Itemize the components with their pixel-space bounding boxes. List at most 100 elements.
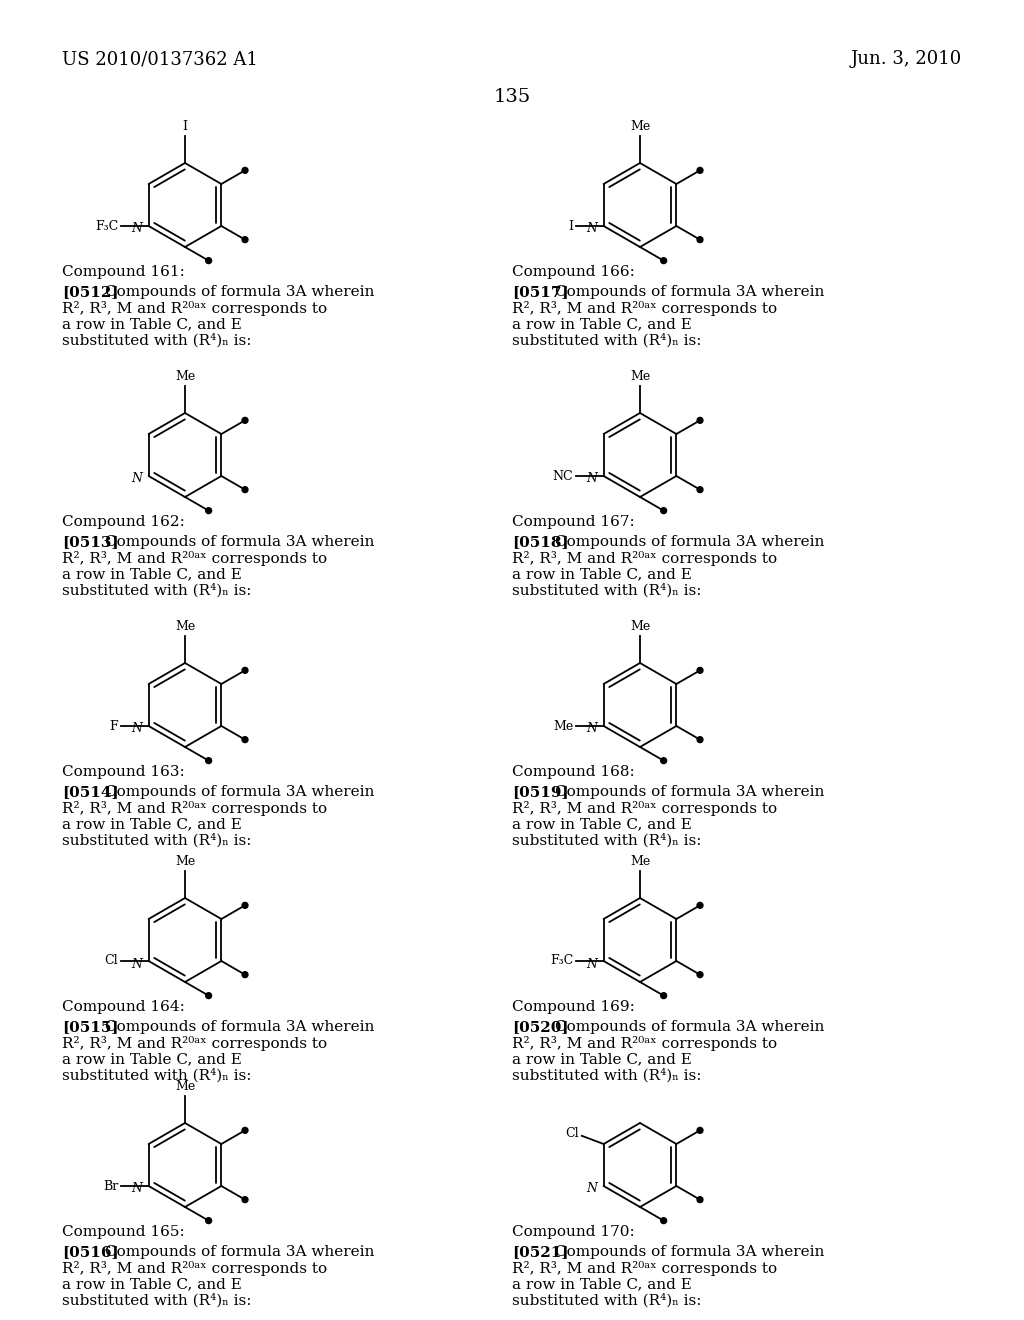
Text: Compound 162:: Compound 162:	[62, 515, 185, 529]
Text: Me: Me	[630, 855, 650, 867]
Text: a row in Table C, and E: a row in Table C, and E	[62, 817, 242, 832]
Text: a row in Table C, and E: a row in Table C, and E	[512, 317, 692, 331]
Circle shape	[242, 1127, 248, 1134]
Text: Jun. 3, 2010: Jun. 3, 2010	[851, 50, 962, 69]
Text: N: N	[132, 1183, 142, 1196]
Text: a row in Table C, and E: a row in Table C, and E	[512, 817, 692, 832]
Text: substituted with (R⁴)ₙ is:: substituted with (R⁴)ₙ is:	[512, 833, 701, 847]
Circle shape	[697, 1127, 702, 1134]
Circle shape	[697, 168, 702, 173]
Text: Compound 166:: Compound 166:	[512, 265, 635, 279]
Text: Compounds of formula 3A wherein: Compounds of formula 3A wherein	[555, 1245, 824, 1259]
Text: N: N	[587, 1183, 598, 1196]
Text: Compounds of formula 3A wherein: Compounds of formula 3A wherein	[104, 1020, 374, 1034]
Circle shape	[242, 972, 248, 978]
Text: N: N	[132, 722, 142, 735]
Circle shape	[242, 903, 248, 908]
Text: Compound 167:: Compound 167:	[512, 515, 635, 529]
Text: R², R³, M and R²⁰ᵃˣ corresponds to: R², R³, M and R²⁰ᵃˣ corresponds to	[512, 550, 777, 566]
Text: a row in Table C, and E: a row in Table C, and E	[62, 317, 242, 331]
Text: Compounds of formula 3A wherein: Compounds of formula 3A wherein	[104, 535, 374, 549]
Text: NC: NC	[553, 470, 573, 483]
Circle shape	[206, 508, 212, 513]
Text: F₃C: F₃C	[95, 219, 119, 232]
Circle shape	[242, 236, 248, 243]
Text: R², R³, M and R²⁰ᵃˣ corresponds to: R², R³, M and R²⁰ᵃˣ corresponds to	[62, 801, 327, 816]
Text: substituted with (R⁴)ₙ is:: substituted with (R⁴)ₙ is:	[512, 583, 701, 598]
Text: Me: Me	[175, 855, 196, 867]
Text: F: F	[110, 719, 119, 733]
Text: [0520]: [0520]	[512, 1020, 568, 1034]
Text: substituted with (R⁴)ₙ is:: substituted with (R⁴)ₙ is:	[62, 333, 252, 347]
Circle shape	[697, 487, 702, 492]
Circle shape	[242, 417, 248, 424]
Text: [0513]: [0513]	[62, 535, 119, 549]
Text: Me: Me	[553, 719, 573, 733]
Text: substituted with (R⁴)ₙ is:: substituted with (R⁴)ₙ is:	[62, 1294, 252, 1307]
Text: a row in Table C, and E: a row in Table C, and E	[512, 1276, 692, 1291]
Circle shape	[206, 758, 212, 763]
Text: Compound 163:: Compound 163:	[62, 766, 184, 779]
Circle shape	[697, 417, 702, 424]
Text: N: N	[587, 957, 598, 970]
Text: Cl: Cl	[104, 954, 119, 968]
Text: R², R³, M and R²⁰ᵃˣ corresponds to: R², R³, M and R²⁰ᵃˣ corresponds to	[62, 301, 327, 315]
Text: Compounds of formula 3A wherein: Compounds of formula 3A wherein	[104, 1245, 374, 1259]
Text: N: N	[587, 722, 598, 735]
Text: [0518]: [0518]	[512, 535, 568, 549]
Text: [0521]: [0521]	[512, 1245, 568, 1259]
Text: R², R³, M and R²⁰ᵃˣ corresponds to: R², R³, M and R²⁰ᵃˣ corresponds to	[62, 1261, 327, 1276]
Circle shape	[660, 508, 667, 513]
Text: Compounds of formula 3A wherein: Compounds of formula 3A wherein	[555, 535, 824, 549]
Text: R², R³, M and R²⁰ᵃˣ corresponds to: R², R³, M and R²⁰ᵃˣ corresponds to	[512, 1261, 777, 1276]
Text: Me: Me	[175, 1080, 196, 1093]
Text: substituted with (R⁴)ₙ is:: substituted with (R⁴)ₙ is:	[62, 583, 252, 598]
Text: US 2010/0137362 A1: US 2010/0137362 A1	[62, 50, 258, 69]
Text: substituted with (R⁴)ₙ is:: substituted with (R⁴)ₙ is:	[512, 333, 701, 347]
Circle shape	[697, 236, 702, 243]
Text: Compound 170:: Compound 170:	[512, 1225, 635, 1239]
Text: R², R³, M and R²⁰ᵃˣ corresponds to: R², R³, M and R²⁰ᵃˣ corresponds to	[62, 550, 327, 566]
Text: N: N	[587, 473, 598, 486]
Text: [0516]: [0516]	[62, 1245, 119, 1259]
Text: Br: Br	[103, 1180, 119, 1192]
Text: N: N	[132, 957, 142, 970]
Text: a row in Table C, and E: a row in Table C, and E	[62, 568, 242, 581]
Text: Compounds of formula 3A wherein: Compounds of formula 3A wherein	[555, 285, 824, 300]
Text: N: N	[587, 223, 598, 235]
Text: Compound 165:: Compound 165:	[62, 1225, 184, 1239]
Text: substituted with (R⁴)ₙ is:: substituted with (R⁴)ₙ is:	[512, 1068, 701, 1082]
Circle shape	[242, 1197, 248, 1203]
Circle shape	[697, 903, 702, 908]
Circle shape	[206, 1218, 212, 1224]
Text: a row in Table C, and E: a row in Table C, and E	[512, 568, 692, 581]
Text: Me: Me	[175, 619, 196, 632]
Text: Me: Me	[175, 370, 196, 383]
Text: [0515]: [0515]	[62, 1020, 119, 1034]
Text: substituted with (R⁴)ₙ is:: substituted with (R⁴)ₙ is:	[512, 1294, 701, 1307]
Text: N: N	[132, 473, 142, 486]
Text: N: N	[132, 223, 142, 235]
Circle shape	[242, 487, 248, 492]
Circle shape	[242, 168, 248, 173]
Text: Compounds of formula 3A wherein: Compounds of formula 3A wherein	[555, 785, 824, 799]
Circle shape	[697, 668, 702, 673]
Text: Me: Me	[630, 370, 650, 383]
Text: Me: Me	[630, 619, 650, 632]
Text: Compound 169:: Compound 169:	[512, 1001, 635, 1014]
Text: R², R³, M and R²⁰ᵃˣ corresponds to: R², R³, M and R²⁰ᵃˣ corresponds to	[512, 801, 777, 816]
Text: Compounds of formula 3A wherein: Compounds of formula 3A wherein	[555, 1020, 824, 1034]
Text: [0519]: [0519]	[512, 785, 568, 799]
Text: F₃C: F₃C	[550, 954, 573, 968]
Text: [0517]: [0517]	[512, 285, 568, 300]
Text: Compounds of formula 3A wherein: Compounds of formula 3A wherein	[104, 785, 374, 799]
Text: I: I	[182, 120, 187, 133]
Text: R², R³, M and R²⁰ᵃˣ corresponds to: R², R³, M and R²⁰ᵃˣ corresponds to	[512, 301, 777, 315]
Text: Compound 164:: Compound 164:	[62, 1001, 185, 1014]
Text: [0514]: [0514]	[62, 785, 119, 799]
Text: R², R³, M and R²⁰ᵃˣ corresponds to: R², R³, M and R²⁰ᵃˣ corresponds to	[512, 1036, 777, 1051]
Text: a row in Table C, and E: a row in Table C, and E	[512, 1052, 692, 1067]
Text: Me: Me	[630, 120, 650, 133]
Text: substituted with (R⁴)ₙ is:: substituted with (R⁴)ₙ is:	[62, 1068, 252, 1082]
Text: R², R³, M and R²⁰ᵃˣ corresponds to: R², R³, M and R²⁰ᵃˣ corresponds to	[62, 1036, 327, 1051]
